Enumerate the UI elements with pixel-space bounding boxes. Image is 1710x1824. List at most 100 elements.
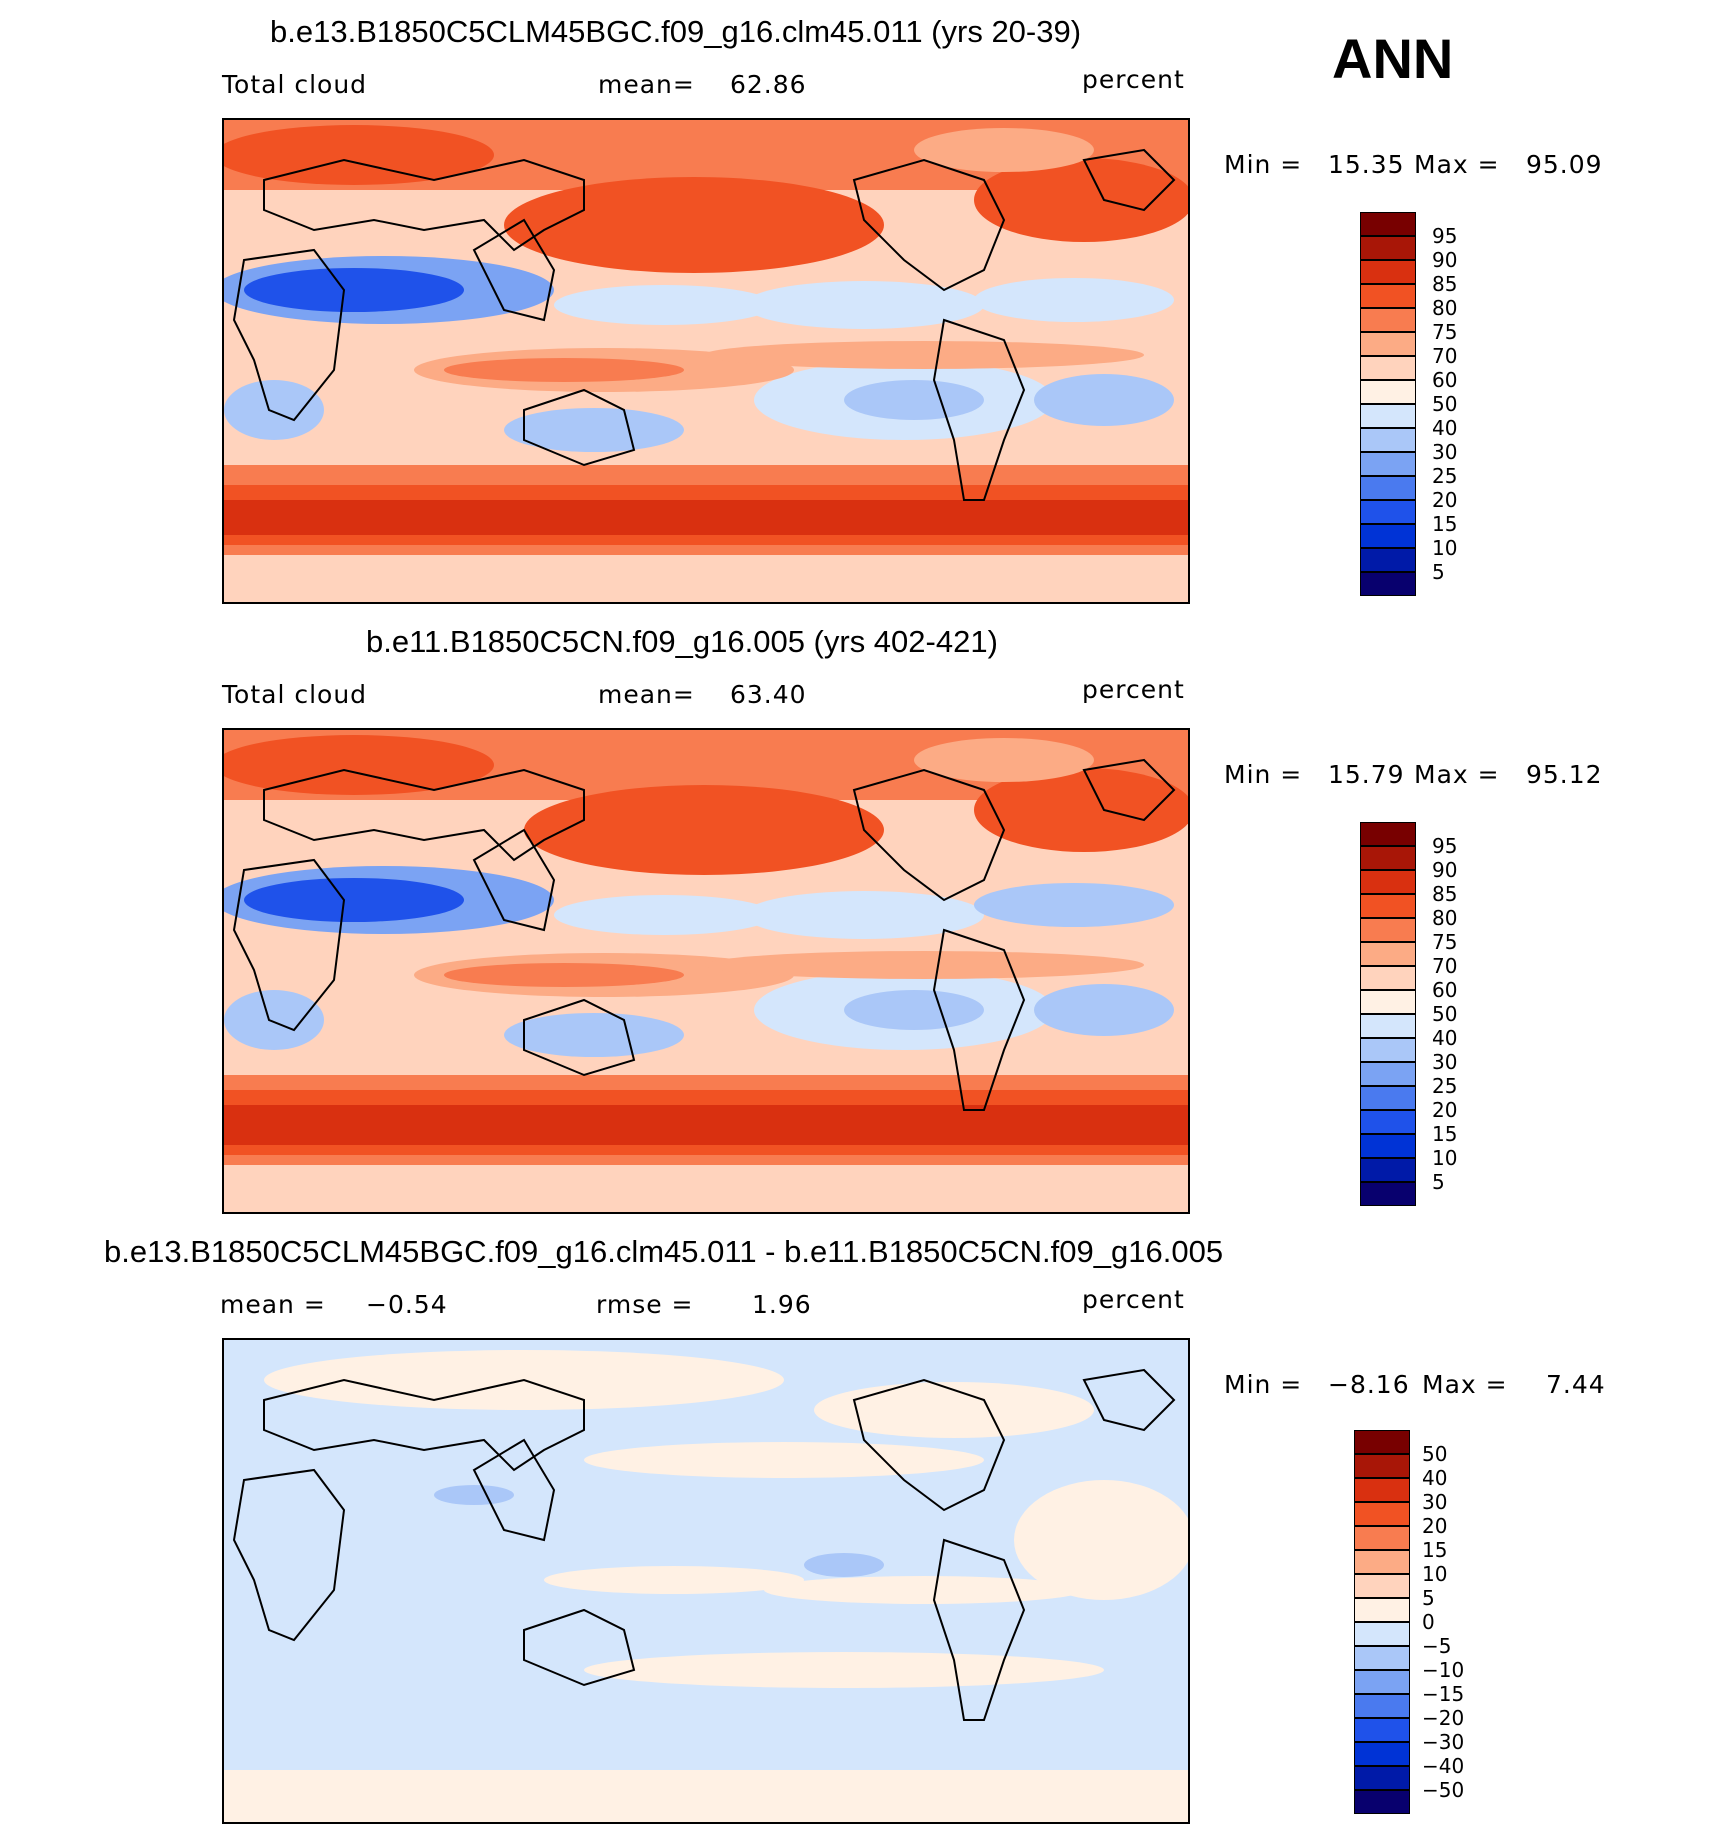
- panel-2-min-value: 15.79: [1328, 760, 1405, 789]
- colorbar-level-label: −20: [1422, 1706, 1465, 1730]
- colorbar-level-label: 70: [1432, 344, 1458, 368]
- colorbar-level-label: 50: [1422, 1442, 1448, 1466]
- colorbar-swatch: [1354, 1430, 1410, 1454]
- colorbar-swatch: [1360, 260, 1416, 284]
- colorbar-swatch: [1360, 236, 1416, 260]
- colorbar-swatch: [1360, 822, 1416, 846]
- colorbar-swatch: [1354, 1742, 1410, 1766]
- colorbar-level-label: 25: [1432, 464, 1458, 488]
- panel-2-mean-value: 63.40: [730, 680, 807, 709]
- colorbar-level-label: 15: [1422, 1538, 1448, 1562]
- colorbar-swatch: [1354, 1502, 1410, 1526]
- colorbar-swatch: [1360, 1134, 1416, 1158]
- colorbar-swatch: [1354, 1550, 1410, 1574]
- colorbar-level-label: 15: [1432, 512, 1458, 536]
- colorbar-level-label: 95: [1432, 224, 1458, 248]
- panel-3-mean-label: mean =: [220, 1290, 326, 1319]
- colorbar-swatch: [1360, 1110, 1416, 1134]
- colorbar-level-label: 80: [1432, 906, 1458, 930]
- colorbar-swatch: [1354, 1454, 1410, 1478]
- colorbar-swatch: [1360, 356, 1416, 380]
- colorbar-swatch: [1354, 1478, 1410, 1502]
- panel-1-max-value: 95.09: [1526, 150, 1603, 179]
- colorbar-swatch: [1360, 1086, 1416, 1110]
- colorbar-level-label: 20: [1432, 488, 1458, 512]
- colorbar-level-label: 10: [1422, 1562, 1448, 1586]
- colorbar-swatch: [1354, 1598, 1410, 1622]
- colorbar-level-label: 90: [1432, 858, 1458, 882]
- colorbar-swatch: [1360, 1014, 1416, 1038]
- panel-3-rmse-value: 1.96: [752, 1290, 812, 1319]
- panel-1-units: percent: [1082, 65, 1185, 94]
- colorbar-level-label: 40: [1432, 1026, 1458, 1050]
- colorbar-level-label: 40: [1432, 416, 1458, 440]
- colorbar-swatch: [1360, 1158, 1416, 1182]
- colorbar-level-label: −40: [1422, 1754, 1465, 1778]
- colorbar-swatch: [1360, 548, 1416, 572]
- panel-3-max-value: 7.44: [1546, 1370, 1606, 1399]
- colorbar-swatch: [1360, 1182, 1416, 1206]
- panel-3-min-label: Min =: [1224, 1370, 1303, 1399]
- colorbar-level-label: 60: [1432, 368, 1458, 392]
- colorbar-swatch: [1360, 990, 1416, 1014]
- colorbar-swatch: [1360, 1038, 1416, 1062]
- colorbar-level-label: 80: [1432, 296, 1458, 320]
- colorbar-swatch: [1360, 918, 1416, 942]
- panel-3-min-value: −8.16: [1328, 1370, 1410, 1399]
- colorbar-swatch: [1360, 428, 1416, 452]
- colorbar-level-label: 5: [1432, 1170, 1445, 1194]
- panel-2-mean-label: mean=: [598, 680, 695, 709]
- colorbar-swatch: [1354, 1670, 1410, 1694]
- colorbar-level-label: 85: [1432, 272, 1458, 296]
- panel-2-units: percent: [1082, 675, 1185, 704]
- colorbar-level-label: 75: [1432, 930, 1458, 954]
- colorbar-level-label: 40: [1422, 1466, 1448, 1490]
- colorbar-level-label: 50: [1432, 392, 1458, 416]
- colorbar-swatch: [1360, 1062, 1416, 1086]
- panel-2-map: [222, 728, 1190, 1214]
- colorbar-level-label: 15: [1432, 1122, 1458, 1146]
- panel-1-min-label: Min =: [1224, 150, 1303, 179]
- colorbar-swatch: [1354, 1766, 1410, 1790]
- panel-2-min-label: Min =: [1224, 760, 1303, 789]
- panel-1-mean-value: 62.86: [730, 70, 807, 99]
- panel-3-units: percent: [1082, 1285, 1185, 1314]
- colorbar-swatch: [1360, 846, 1416, 870]
- panel-1-map: [222, 118, 1190, 604]
- colorbar-swatch: [1360, 476, 1416, 500]
- colorbar-swatch: [1360, 452, 1416, 476]
- colorbar-level-label: 10: [1432, 1146, 1458, 1170]
- colorbar-level-label: 25: [1432, 1074, 1458, 1098]
- colorbar-level-label: 90: [1432, 248, 1458, 272]
- panel-2-variable-label: Total cloud: [222, 680, 368, 709]
- colorbar-swatch: [1360, 894, 1416, 918]
- colorbar-swatch: [1360, 870, 1416, 894]
- colorbar-level-label: 85: [1432, 882, 1458, 906]
- colorbar-level-label: 75: [1432, 320, 1458, 344]
- colorbar-level-label: 20: [1432, 1098, 1458, 1122]
- colorbar-swatch: [1360, 572, 1416, 596]
- panel-3-rmse-label: rmse =: [596, 1290, 694, 1319]
- colorbar-level-label: −15: [1422, 1682, 1465, 1706]
- colorbar-level-label: 50: [1432, 1002, 1458, 1026]
- colorbar-swatch: [1360, 500, 1416, 524]
- colorbar-swatch: [1354, 1574, 1410, 1598]
- colorbar-level-label: 30: [1432, 1050, 1458, 1074]
- colorbar-level-label: 0: [1422, 1610, 1435, 1634]
- colorbar-level-label: 70: [1432, 954, 1458, 978]
- colorbar-swatch: [1354, 1694, 1410, 1718]
- colorbar-swatch: [1354, 1526, 1410, 1550]
- panel-1-max-label: Max =: [1414, 150, 1500, 179]
- colorbar-level-label: −30: [1422, 1730, 1465, 1754]
- colorbar-level-label: 60: [1432, 978, 1458, 1002]
- colorbar-swatch: [1360, 942, 1416, 966]
- colorbar-level-label: 95: [1432, 834, 1458, 858]
- colorbar-swatch: [1354, 1718, 1410, 1742]
- panel-1-title: b.e13.B1850C5CLM45BGC.f09_g16.clm45.011 …: [270, 14, 1082, 49]
- season-label: ANN: [1332, 27, 1454, 90]
- colorbar-level-label: −10: [1422, 1658, 1465, 1682]
- colorbar-swatch: [1360, 966, 1416, 990]
- colorbar-level-label: 20: [1422, 1514, 1448, 1538]
- panel-3-map: [222, 1338, 1190, 1824]
- panel-3-mean-value: −0.54: [366, 1290, 448, 1319]
